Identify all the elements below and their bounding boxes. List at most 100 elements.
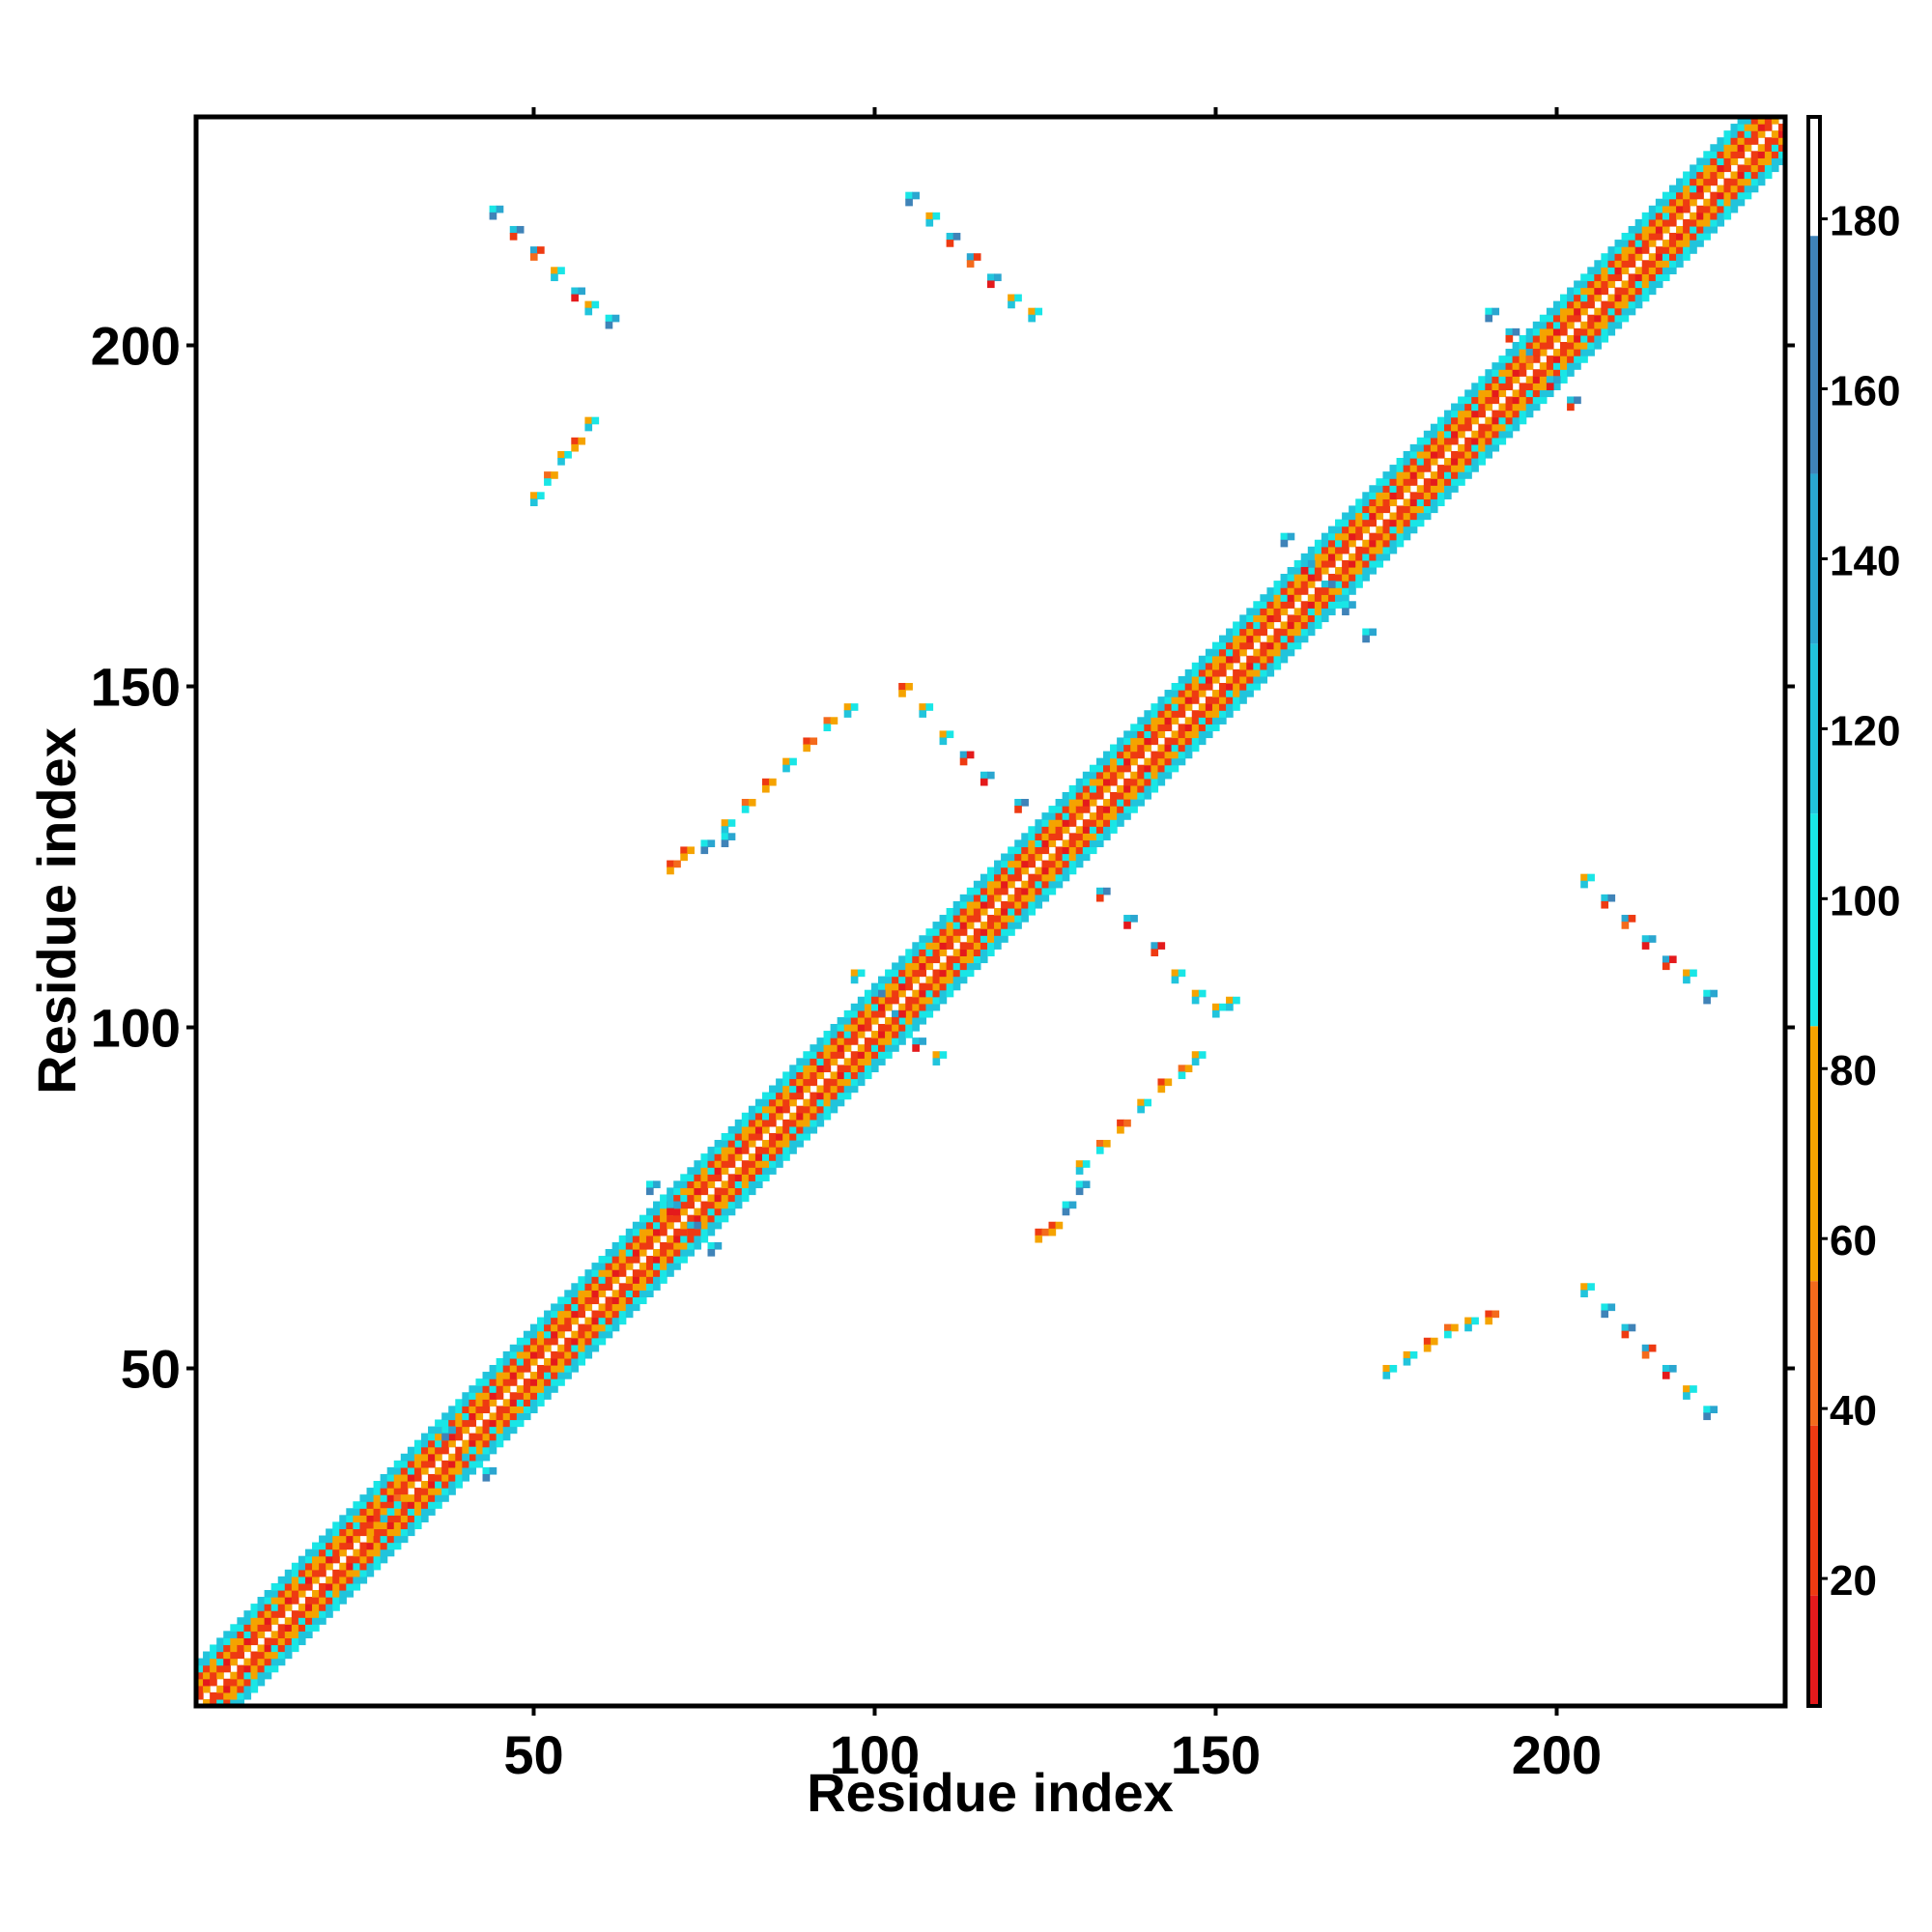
heatmap-cell	[359, 1508, 368, 1516]
heatmap-cell	[1492, 430, 1500, 439]
heatmap-cell	[1423, 430, 1432, 439]
heatmap-cell	[796, 1119, 804, 1127]
heatmap-cell	[1055, 812, 1064, 820]
heatmap-cell	[1151, 710, 1159, 718]
heatmap-cell	[959, 949, 968, 956]
heatmap-cell	[1144, 710, 1152, 718]
heatmap-cell	[919, 962, 927, 971]
contact-cell	[516, 225, 525, 234]
heatmap-cell	[700, 1180, 709, 1189]
heatmap-cell	[529, 1323, 538, 1332]
heatmap-cell	[544, 1317, 552, 1325]
heatmap-cell	[339, 1597, 347, 1605]
heatmap-cell	[1668, 212, 1677, 220]
heatmap-cell	[939, 922, 948, 929]
heatmap-cell	[1123, 812, 1131, 820]
heatmap-cell	[850, 1085, 859, 1094]
heatmap-cell	[1178, 737, 1186, 746]
heatmap-cell	[1574, 307, 1581, 316]
heatmap-cell	[277, 1589, 286, 1598]
heatmap-cell	[939, 935, 948, 943]
heatmap-cell	[741, 1174, 750, 1181]
heatmap-cell	[1342, 546, 1350, 554]
heatmap-cell	[1021, 907, 1029, 916]
contact-cell	[496, 205, 504, 213]
heatmap-cell	[1777, 137, 1786, 145]
heatmap-cell	[1075, 806, 1084, 813]
heatmap-cell	[584, 1350, 593, 1359]
heatmap-cell	[1587, 327, 1595, 336]
heatmap-cell	[741, 1147, 750, 1154]
heatmap-cell	[1737, 185, 1746, 193]
heatmap-cell	[667, 1256, 674, 1264]
heatmap-cell	[1436, 430, 1445, 439]
heatmap-cell	[1376, 532, 1384, 541]
heatmap-cell	[1614, 260, 1623, 268]
heatmap-cell	[1614, 321, 1623, 329]
contact-cell	[1512, 327, 1520, 336]
heatmap-cell	[973, 935, 981, 943]
heatmap-cell	[816, 1098, 825, 1107]
heatmap-cell	[1349, 566, 1356, 575]
heatmap-cell	[1369, 519, 1377, 527]
heatmap-cell	[1123, 791, 1131, 800]
contact-cell	[551, 273, 558, 282]
heatmap-cell	[1321, 594, 1329, 602]
heatmap-cell	[1226, 641, 1234, 650]
heatmap-cell	[776, 1085, 783, 1094]
heatmap-cell	[653, 1283, 661, 1291]
heatmap-cell	[1634, 273, 1643, 282]
heatmap-cell	[1014, 907, 1022, 916]
heatmap-cell	[1246, 668, 1254, 677]
heatmap-cell	[1287, 621, 1295, 630]
heatmap-cell	[748, 1105, 756, 1114]
heatmap-cell	[578, 1296, 586, 1305]
heatmap-cell	[810, 1065, 818, 1073]
heatmap-cell	[986, 915, 995, 923]
heatmap-cell	[645, 1241, 654, 1250]
heatmap-cell	[823, 1098, 832, 1107]
heatmap-cell	[1021, 887, 1029, 895]
heatmap-cell	[1082, 853, 1091, 862]
heatmap-cell	[319, 1548, 327, 1557]
heatmap-cell	[250, 1664, 259, 1673]
heatmap-cell	[857, 1031, 866, 1038]
heatmap-cell	[1730, 191, 1739, 200]
heatmap-cell	[277, 1637, 286, 1646]
heatmap-cell	[230, 1658, 238, 1666]
contact-cell	[1471, 1317, 1479, 1325]
heatmap-cell	[1771, 144, 1779, 152]
heatmap-cell	[400, 1508, 409, 1516]
heatmap-cell	[1171, 696, 1179, 704]
contact-cell	[1198, 989, 1207, 998]
contact-cell	[1580, 1283, 1588, 1291]
heatmap-cell	[1151, 757, 1159, 766]
heatmap-cell	[632, 1241, 640, 1250]
heatmap-cell	[761, 1140, 770, 1148]
heatmap-cell	[237, 1685, 245, 1693]
heatmap-cell	[1157, 710, 1166, 718]
heatmap-cell	[304, 1631, 313, 1638]
heatmap-cell	[1144, 784, 1152, 793]
heatmap-cell	[700, 1235, 709, 1243]
contact-cell	[1035, 1235, 1043, 1243]
heatmap-cell	[1035, 880, 1043, 889]
heatmap-cell	[1307, 553, 1316, 561]
heatmap-cell	[1293, 608, 1302, 615]
heatmap-cell	[551, 1385, 558, 1393]
contact-cell	[591, 300, 600, 309]
heatmap-cell	[482, 1372, 491, 1379]
heatmap-cell	[1151, 724, 1159, 732]
contact-cell	[1362, 628, 1370, 637]
heatmap-cell	[210, 1651, 217, 1660]
heatmap-cell	[578, 1290, 586, 1297]
heatmap-cell	[359, 1515, 368, 1522]
heatmap-cell	[551, 1350, 558, 1359]
heatmap-cell	[420, 1515, 429, 1522]
heatmap-cell	[864, 1037, 872, 1045]
heatmap-cell	[1580, 321, 1588, 329]
heatmap-cell	[1102, 799, 1111, 807]
heatmap-cell	[1710, 164, 1718, 173]
heatmap-cell	[386, 1521, 395, 1530]
heatmap-cell	[776, 1140, 783, 1148]
